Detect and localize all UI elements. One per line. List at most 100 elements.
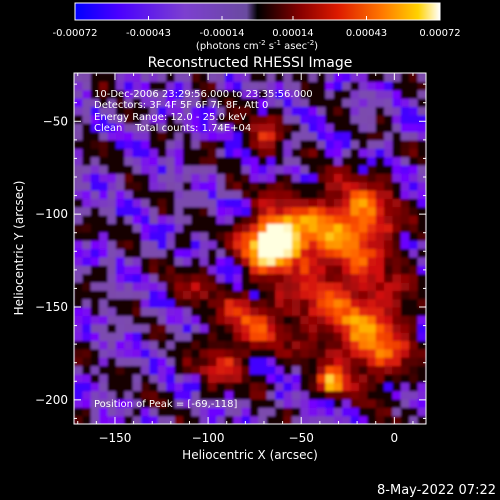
- heatmap-cell: [375, 81, 385, 91]
- heatmap-cell: [157, 148, 167, 158]
- heatmap-cell: [224, 340, 234, 350]
- heatmap-cell: [325, 156, 335, 166]
- heatmap-cell: [166, 106, 176, 116]
- heatmap-cell: [224, 407, 234, 417]
- heatmap-cell: [241, 164, 251, 174]
- heatmap-cell: [375, 173, 385, 183]
- heatmap-cell: [342, 73, 352, 82]
- heatmap-cell: [124, 365, 134, 375]
- heatmap-cell: [291, 415, 301, 424]
- heatmap-cell: [157, 223, 167, 233]
- heatmap-cell: [115, 106, 125, 116]
- heatmap-cell: [409, 348, 419, 358]
- heatmap-cell: [174, 407, 184, 417]
- heatmap-cell: [224, 114, 234, 124]
- heatmap-cell: [300, 156, 310, 166]
- heatmap-cell: [400, 298, 410, 308]
- heatmap-cell: [174, 81, 184, 91]
- heatmap-cell: [74, 256, 83, 266]
- heatmap-cell: [216, 173, 226, 183]
- heatmap-cell: [300, 223, 310, 233]
- heatmap-cell: [291, 139, 301, 149]
- heatmap-cell: [358, 123, 368, 133]
- heatmap-cell: [358, 131, 368, 141]
- heatmap-cell: [216, 298, 226, 308]
- heatmap-cell: [115, 348, 125, 358]
- heatmap-cell: [409, 98, 419, 108]
- heatmap-cell: [325, 340, 335, 350]
- heatmap-cell: [90, 190, 100, 199]
- heatmap-cell: [384, 315, 394, 325]
- heatmap-cell: [333, 340, 343, 350]
- heatmap-cell: [333, 89, 343, 99]
- heatmap-cell: [208, 307, 218, 316]
- heatmap-cell: [384, 415, 394, 424]
- heatmap-cell: [250, 131, 259, 141]
- heatmap-cell: [400, 98, 410, 108]
- heatmap-cell: [333, 382, 343, 392]
- heatmap-cell: [400, 114, 410, 124]
- heatmap-cell: [250, 89, 259, 99]
- heatmap-cell: [300, 164, 310, 174]
- heatmap-cell: [115, 131, 125, 141]
- heatmap-cell: [233, 365, 243, 375]
- heatmap-cell: [417, 181, 426, 191]
- heatmap-cell: [216, 348, 226, 358]
- heatmap-cell: [82, 415, 92, 424]
- heatmap-cell: [392, 123, 402, 133]
- heatmap-cell: [308, 190, 318, 199]
- heatmap-cell: [82, 298, 92, 308]
- heatmap-cell: [182, 81, 192, 91]
- heatmap-cell: [308, 265, 318, 275]
- heatmap-cell: [417, 273, 426, 283]
- heatmap-cell: [308, 307, 318, 316]
- heatmap-cell: [208, 315, 218, 325]
- colorbar-tick-label: 0.00072: [419, 28, 460, 39]
- heatmap-cell: [107, 365, 117, 375]
- heatmap-cell: [317, 164, 327, 174]
- heatmap-cell: [266, 215, 276, 225]
- heatmap-cell: [417, 323, 426, 333]
- heatmap-cell: [132, 215, 142, 225]
- heatmap-cell: [216, 89, 226, 99]
- heatmap-cell: [115, 382, 125, 392]
- heatmap-cell: [409, 390, 419, 400]
- heatmap-cell: [409, 256, 419, 266]
- heatmap-cell: [115, 290, 125, 300]
- heatmap-cell: [350, 164, 360, 174]
- heatmap-cell: [124, 407, 134, 417]
- heatmap-cell: [115, 415, 125, 424]
- heatmap-cell: [157, 131, 167, 141]
- heatmap-cell: [224, 164, 234, 174]
- heatmap-cell: [124, 281, 134, 291]
- heatmap-cell: [409, 340, 419, 350]
- heatmap-cell: [317, 215, 327, 225]
- heatmap-cell: [107, 206, 117, 216]
- heatmap-cell: [308, 114, 318, 124]
- heatmap-cell: [417, 357, 426, 367]
- heatmap-cell: [191, 164, 201, 174]
- heatmap-cell: [317, 73, 327, 82]
- heatmap-cell: [266, 248, 276, 258]
- heatmap-cell: [90, 357, 100, 367]
- heatmap-cell: [199, 215, 209, 225]
- heatmap-cell: [82, 156, 92, 166]
- heatmap-cell: [300, 173, 310, 183]
- heatmap-cell: [308, 415, 318, 424]
- heatmap-cell: [132, 198, 142, 208]
- heatmap-cell: [250, 256, 259, 266]
- heatmap-cell: [300, 348, 310, 358]
- heatmap-cell: [115, 215, 125, 225]
- heatmap-cell: [342, 256, 352, 266]
- heatmap-cell: [266, 357, 276, 367]
- heatmap-cell: [342, 407, 352, 417]
- heatmap-cell: [384, 98, 394, 108]
- heatmap-cell: [384, 281, 394, 291]
- heatmap-cell: [283, 248, 293, 258]
- annotation-detectors: Detectors: 3F 4F 5F 6F 7F 8F, Att 0: [94, 100, 268, 111]
- heatmap-cell: [400, 365, 410, 375]
- heatmap-cell: [325, 315, 335, 325]
- heatmap-cell: [417, 407, 426, 417]
- heatmap-cell: [250, 307, 259, 316]
- heatmap-cell: [124, 240, 134, 250]
